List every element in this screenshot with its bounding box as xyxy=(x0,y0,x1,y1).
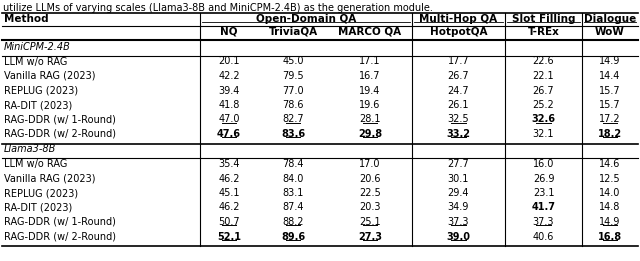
Text: 84.0: 84.0 xyxy=(282,174,304,183)
Text: 22.6: 22.6 xyxy=(532,56,554,67)
Text: 46.2: 46.2 xyxy=(218,203,240,212)
Text: 32.1: 32.1 xyxy=(532,129,554,139)
Text: RAG-DDR (w/ 2-Round): RAG-DDR (w/ 2-Round) xyxy=(4,232,116,241)
Text: 89.6: 89.6 xyxy=(281,232,305,241)
Text: 29.8: 29.8 xyxy=(358,129,382,139)
Text: Open-Domain QA: Open-Domain QA xyxy=(256,14,356,24)
Text: RAG-DDR (w/ 1-Round): RAG-DDR (w/ 1-Round) xyxy=(4,217,116,227)
Text: 19.6: 19.6 xyxy=(359,100,381,110)
Text: 26.7: 26.7 xyxy=(532,86,554,96)
Text: 16.7: 16.7 xyxy=(359,71,381,81)
Text: 30.1: 30.1 xyxy=(448,174,469,183)
Text: 34.9: 34.9 xyxy=(448,203,469,212)
Text: 32.5: 32.5 xyxy=(448,115,469,124)
Text: 78.4: 78.4 xyxy=(282,159,304,169)
Text: 25.1: 25.1 xyxy=(359,217,381,227)
Text: 23.1: 23.1 xyxy=(532,188,554,198)
Text: 14.9: 14.9 xyxy=(599,217,621,227)
Text: 19.4: 19.4 xyxy=(359,86,381,96)
Text: utilize LLMs of varying scales (Llama3-8B and MiniCPM-2.4B) as the generation mo: utilize LLMs of varying scales (Llama3-8… xyxy=(3,3,433,13)
Text: 28.1: 28.1 xyxy=(359,115,381,124)
Text: 82.7: 82.7 xyxy=(282,115,304,124)
Text: REPLUG (2023): REPLUG (2023) xyxy=(4,188,78,198)
Text: 27.3: 27.3 xyxy=(358,232,382,241)
Text: MARCO QA: MARCO QA xyxy=(339,27,401,37)
Text: 29.4: 29.4 xyxy=(448,188,469,198)
Text: 26.7: 26.7 xyxy=(448,71,469,81)
Text: 47.0: 47.0 xyxy=(218,115,240,124)
Text: 77.0: 77.0 xyxy=(282,86,304,96)
Text: 37.3: 37.3 xyxy=(532,217,554,227)
Text: 45.0: 45.0 xyxy=(282,56,304,67)
Text: 14.6: 14.6 xyxy=(599,159,621,169)
Text: 33.2: 33.2 xyxy=(447,129,470,139)
Text: 14.8: 14.8 xyxy=(599,203,621,212)
Text: 39.4: 39.4 xyxy=(218,86,240,96)
Text: 15.7: 15.7 xyxy=(599,86,621,96)
Text: 17.1: 17.1 xyxy=(359,56,381,67)
Text: Vanilla RAG (2023): Vanilla RAG (2023) xyxy=(4,71,95,81)
Text: 22.1: 22.1 xyxy=(532,71,554,81)
Text: 20.6: 20.6 xyxy=(359,174,381,183)
Text: RAG-DDR (w/ 1-Round): RAG-DDR (w/ 1-Round) xyxy=(4,115,116,124)
Text: Dialogue: Dialogue xyxy=(584,14,636,24)
Text: MiniCPM-2.4B: MiniCPM-2.4B xyxy=(4,42,71,52)
Text: 17.7: 17.7 xyxy=(448,56,469,67)
Text: Vanilla RAG (2023): Vanilla RAG (2023) xyxy=(4,174,95,183)
Text: Slot Filling: Slot Filling xyxy=(512,14,575,24)
Text: 50.7: 50.7 xyxy=(218,217,240,227)
Text: 79.5: 79.5 xyxy=(282,71,304,81)
Text: 17.2: 17.2 xyxy=(599,115,621,124)
Text: 12.5: 12.5 xyxy=(599,174,621,183)
Text: WoW: WoW xyxy=(595,27,625,37)
Text: 27.7: 27.7 xyxy=(447,159,469,169)
Text: Multi-Hop QA: Multi-Hop QA xyxy=(419,14,497,24)
Text: NQ: NQ xyxy=(220,27,237,37)
Text: 32.6: 32.6 xyxy=(531,115,556,124)
Text: RA-DIT (2023): RA-DIT (2023) xyxy=(4,100,72,110)
Text: 17.0: 17.0 xyxy=(359,159,381,169)
Text: 45.1: 45.1 xyxy=(218,188,240,198)
Text: 87.4: 87.4 xyxy=(282,203,304,212)
Text: 16.0: 16.0 xyxy=(533,159,554,169)
Text: 78.6: 78.6 xyxy=(282,100,304,110)
Text: REPLUG (2023): REPLUG (2023) xyxy=(4,86,78,96)
Text: 14.9: 14.9 xyxy=(599,56,621,67)
Text: HotpotQA: HotpotQA xyxy=(429,27,487,37)
Text: Llama3-8B: Llama3-8B xyxy=(4,145,56,155)
Text: Method: Method xyxy=(4,14,49,24)
Text: TriviaQA: TriviaQA xyxy=(268,27,317,37)
Text: RA-DIT (2023): RA-DIT (2023) xyxy=(4,203,72,212)
Text: 40.6: 40.6 xyxy=(533,232,554,241)
Text: 24.7: 24.7 xyxy=(448,86,469,96)
Text: LLM w/o RAG: LLM w/o RAG xyxy=(4,56,67,67)
Text: 25.2: 25.2 xyxy=(532,100,554,110)
Text: 18.2: 18.2 xyxy=(598,129,622,139)
Text: 20.1: 20.1 xyxy=(218,56,240,67)
Text: 83.1: 83.1 xyxy=(282,188,304,198)
Text: 16.8: 16.8 xyxy=(598,232,622,241)
Text: 46.2: 46.2 xyxy=(218,174,240,183)
Text: 83.6: 83.6 xyxy=(281,129,305,139)
Text: 39.0: 39.0 xyxy=(447,232,470,241)
Text: 22.5: 22.5 xyxy=(359,188,381,198)
Text: 41.7: 41.7 xyxy=(531,203,556,212)
Text: 37.3: 37.3 xyxy=(448,217,469,227)
Text: 35.4: 35.4 xyxy=(218,159,240,169)
Text: LLM w/o RAG: LLM w/o RAG xyxy=(4,159,67,169)
Text: 15.7: 15.7 xyxy=(599,100,621,110)
Text: 47.6: 47.6 xyxy=(217,129,241,139)
Text: 88.2: 88.2 xyxy=(282,217,304,227)
Text: RAG-DDR (w/ 2-Round): RAG-DDR (w/ 2-Round) xyxy=(4,129,116,139)
Text: 26.1: 26.1 xyxy=(448,100,469,110)
Text: 41.8: 41.8 xyxy=(218,100,240,110)
Text: T-REx: T-REx xyxy=(527,27,559,37)
Text: 14.4: 14.4 xyxy=(599,71,621,81)
Text: 20.3: 20.3 xyxy=(359,203,381,212)
Text: 26.9: 26.9 xyxy=(532,174,554,183)
Text: 14.0: 14.0 xyxy=(599,188,621,198)
Text: 52.1: 52.1 xyxy=(217,232,241,241)
Text: 42.2: 42.2 xyxy=(218,71,240,81)
